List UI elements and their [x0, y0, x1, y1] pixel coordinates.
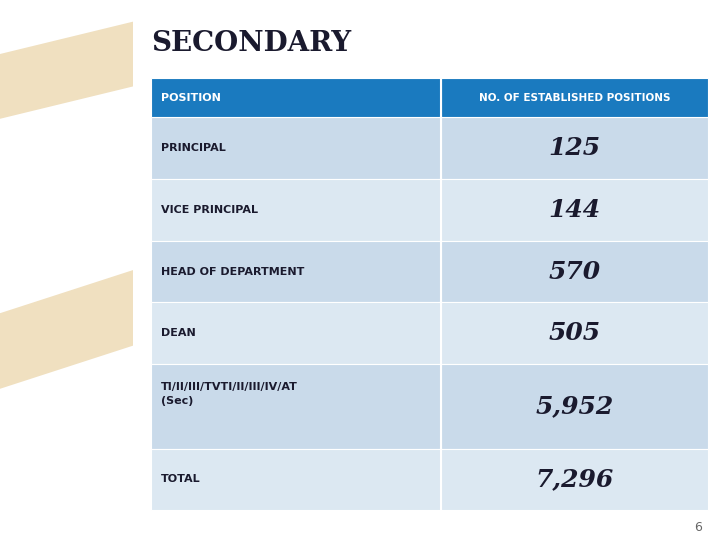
Text: 5,952: 5,952 [536, 394, 613, 418]
FancyBboxPatch shape [441, 179, 708, 241]
FancyBboxPatch shape [150, 78, 441, 117]
Text: SECONDARY: SECONDARY [150, 30, 351, 57]
Text: VICE PRINCIPAL: VICE PRINCIPAL [161, 205, 258, 215]
FancyBboxPatch shape [441, 302, 708, 364]
FancyBboxPatch shape [441, 78, 708, 117]
FancyBboxPatch shape [150, 241, 441, 302]
Text: 570: 570 [549, 260, 600, 284]
Text: 144: 144 [549, 198, 600, 222]
Polygon shape [0, 270, 133, 389]
FancyBboxPatch shape [441, 241, 708, 302]
Text: TOTAL: TOTAL [161, 475, 201, 484]
Text: DEAN: DEAN [161, 328, 196, 338]
Text: 505: 505 [549, 321, 600, 345]
Text: 7,296: 7,296 [536, 468, 613, 491]
Text: POSITION: POSITION [161, 93, 221, 103]
Text: HEAD OF DEPARTMENT: HEAD OF DEPARTMENT [161, 267, 305, 276]
Text: TI/II/III/TVTI/II/III/IV/AT
(Sec): TI/II/III/TVTI/II/III/IV/AT (Sec) [161, 382, 298, 406]
Polygon shape [0, 22, 133, 119]
FancyBboxPatch shape [150, 449, 441, 510]
FancyBboxPatch shape [150, 179, 441, 241]
Text: 125: 125 [549, 136, 600, 160]
FancyBboxPatch shape [150, 117, 441, 179]
FancyBboxPatch shape [441, 117, 708, 179]
Text: NO. OF ESTABLISHED POSITIONS: NO. OF ESTABLISHED POSITIONS [479, 93, 670, 103]
FancyBboxPatch shape [150, 364, 441, 449]
Text: 6: 6 [694, 521, 702, 534]
FancyBboxPatch shape [150, 302, 441, 364]
Text: PRINCIPAL: PRINCIPAL [161, 143, 226, 153]
FancyBboxPatch shape [441, 449, 708, 510]
FancyBboxPatch shape [441, 364, 708, 449]
